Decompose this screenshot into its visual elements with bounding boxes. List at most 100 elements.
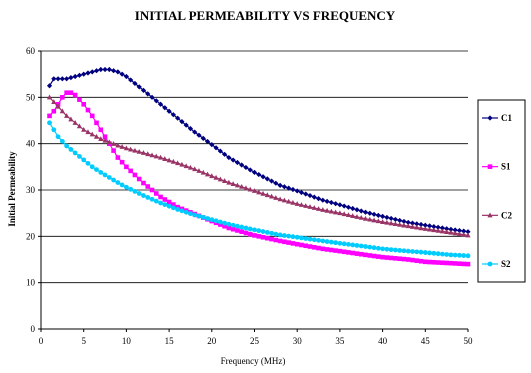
data-point-c2 — [51, 99, 57, 104]
data-point-c2 — [294, 201, 300, 206]
data-point-c2 — [136, 148, 142, 154]
data-point-c2 — [192, 166, 198, 172]
data-point-c1 — [397, 217, 403, 224]
data-point-s2 — [457, 252, 462, 258]
data-point-s2 — [354, 243, 360, 248]
data-point-s1 — [98, 127, 104, 133]
data-point-c2 — [281, 197, 287, 203]
data-point-c2 — [324, 207, 330, 213]
data-point-s2 — [124, 184, 129, 190]
data-point-s1 — [465, 261, 471, 267]
data-point-c2 — [290, 199, 296, 205]
data-point-c2 — [213, 174, 219, 180]
data-point-s2 — [68, 147, 74, 152]
data-point-c1 — [115, 69, 121, 75]
data-point-c1 — [345, 204, 352, 210]
data-point-c2 — [204, 171, 211, 177]
data-point-c2 — [46, 94, 53, 100]
data-point-s2 — [350, 242, 356, 248]
data-point-s2 — [371, 245, 377, 251]
data-point-c1 — [213, 145, 219, 151]
data-point-c1 — [392, 216, 399, 223]
data-point-s1 — [452, 261, 458, 266]
data-point-s1 — [273, 237, 279, 243]
data-point-s1 — [397, 256, 402, 262]
data-point-c2 — [85, 129, 91, 135]
data-point-c1 — [384, 214, 390, 221]
data-point-s1 — [435, 260, 441, 265]
data-point-c1 — [243, 164, 249, 171]
data-point-c2 — [119, 144, 125, 149]
data-point-c1 — [200, 135, 206, 141]
data-point-c2 — [307, 204, 313, 209]
data-point-s1 — [64, 90, 69, 95]
data-point-s1 — [51, 108, 57, 114]
data-point-c2 — [392, 221, 399, 227]
data-point-c1 — [183, 122, 189, 128]
data-point-c2 — [401, 222, 407, 228]
data-point-c1 — [247, 167, 253, 173]
x-tick-label: 35 — [335, 336, 345, 346]
data-point-s2 — [290, 234, 296, 240]
data-point-s1 — [457, 261, 462, 266]
data-point-s1 — [141, 180, 146, 186]
data-point-c2 — [55, 103, 61, 109]
data-point-c1 — [452, 227, 458, 233]
data-point-c1 — [426, 223, 433, 229]
data-point-c1 — [350, 205, 356, 212]
data-point-s1 — [303, 243, 309, 249]
data-point-s2 — [367, 244, 373, 250]
data-point-s2 — [273, 231, 279, 237]
data-point-s1 — [299, 242, 304, 248]
data-point-c2 — [268, 193, 275, 199]
data-point-s2 — [414, 249, 420, 255]
data-point-c2 — [311, 205, 317, 210]
data-point-s2 — [213, 218, 219, 224]
data-point-c1 — [268, 178, 275, 184]
data-point-c1 — [418, 221, 424, 228]
data-point-c1 — [170, 112, 176, 118]
data-point-c2 — [461, 231, 467, 237]
data-point-c1 — [444, 226, 450, 232]
data-point-s1 — [85, 107, 91, 113]
data-point-s2 — [452, 252, 458, 258]
data-point-c1 — [81, 71, 87, 77]
data-point-s1 — [294, 241, 300, 247]
data-point-s1 — [405, 257, 411, 262]
data-point-s2 — [217, 219, 223, 225]
y-tick-label: 60 — [26, 46, 36, 56]
data-point-c2 — [170, 158, 176, 164]
data-point-s2 — [243, 225, 249, 231]
data-point-c2 — [115, 142, 121, 148]
data-point-c1 — [281, 184, 287, 190]
data-point-s1 — [329, 247, 334, 253]
x-tick-label: 40 — [378, 336, 388, 346]
data-point-c1 — [51, 76, 57, 82]
data-point-c1 — [448, 226, 454, 232]
data-point-s1 — [444, 260, 449, 266]
data-point-c2 — [405, 223, 411, 229]
data-point-c1 — [226, 154, 232, 161]
data-point-c1 — [315, 196, 322, 202]
data-point-s2 — [239, 224, 245, 230]
data-point-c1 — [157, 101, 164, 107]
data-point-s1 — [136, 176, 142, 182]
data-point-c2 — [456, 231, 463, 237]
data-point-c1 — [461, 228, 467, 234]
data-point-s2 — [427, 250, 432, 256]
data-point-s1 — [145, 184, 151, 189]
data-point-s1 — [401, 256, 407, 262]
data-point-c1 — [324, 198, 330, 204]
data-point-c2 — [320, 207, 326, 212]
data-point-s2 — [222, 220, 228, 226]
data-point-c1 — [311, 194, 317, 200]
data-point-s2 — [188, 211, 193, 217]
data-point-c1 — [337, 202, 343, 208]
data-point-c1 — [303, 191, 309, 197]
data-point-s1 — [235, 228, 240, 233]
data-point-s1 — [68, 90, 74, 95]
data-point-c2 — [128, 146, 134, 152]
data-point-c1 — [192, 129, 198, 135]
data-point-c2 — [243, 185, 249, 191]
